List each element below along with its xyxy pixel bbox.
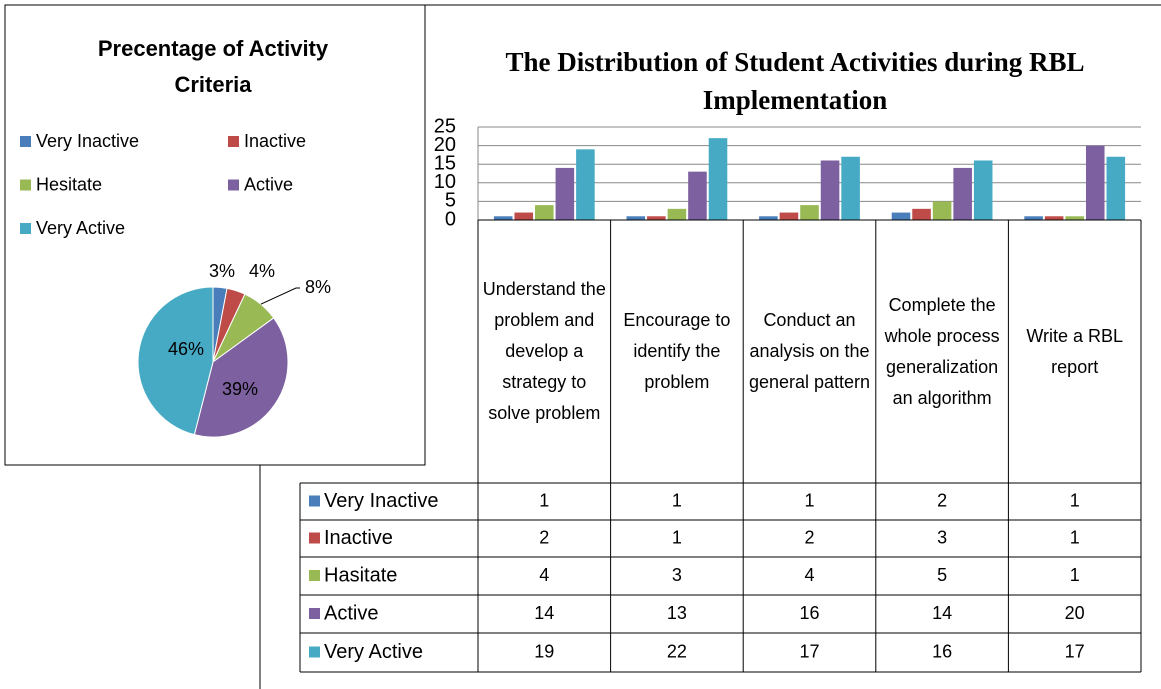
pie-label: 4% [249,261,275,281]
y-tick-label: 5 [445,190,456,212]
legend-swatch [228,179,239,191]
table-value: 2 [539,527,549,547]
table-value: 17 [1065,641,1085,661]
table-value: 22 [667,641,687,661]
bar [493,216,513,220]
table-value: 16 [799,603,819,623]
bar [779,212,799,220]
table-value: 3 [672,565,682,585]
pie-label: 8% [305,277,331,297]
y-tick-label: 0 [445,208,456,230]
category-cell: Conduct an analysis on the general patte… [748,310,871,392]
bar [555,167,575,220]
table-value: 3 [937,527,947,547]
table-value: 16 [932,641,952,661]
bar [1044,216,1064,220]
bar-title: The Distribution of Student Activities d… [505,47,1084,115]
x-tick-label: Conduct an analysis on the general patte… [748,310,871,392]
legend-swatch [228,136,239,147]
bar [932,201,952,220]
table-value: 1 [1070,490,1080,510]
bar [576,149,595,220]
bar [626,216,646,220]
legend-label: Very Inactive [36,131,139,151]
legend-swatch [309,608,320,619]
bar [708,138,728,220]
table-value: 2 [804,527,814,547]
table-value: 1 [1070,565,1080,585]
y-tick-label: 20 [434,134,456,156]
table-value: 2 [937,490,947,510]
x-tick-label: Encourage to identify the problem [623,310,731,392]
bar [1106,156,1126,220]
legend-label: Active [244,174,293,194]
category-cell: Write a RBL report [1026,325,1124,377]
table-value: 19 [534,641,554,661]
legend-swatch [309,570,320,581]
table-value: 1 [672,527,682,547]
y-tick-label: 10 [434,171,456,193]
category-cell: Encourage to identify the problem [623,310,731,392]
legend-swatch [309,646,320,658]
legend-swatch [20,136,31,147]
legend-label: Active [324,602,378,624]
pie-label: 3% [209,261,235,281]
bar [647,216,666,220]
bar [891,212,911,220]
bar [820,160,840,220]
table-value: 4 [539,565,549,585]
bar [688,171,707,220]
legend-swatch [309,532,320,544]
bar [841,156,860,220]
bar [953,167,972,220]
bar [800,205,819,220]
pie-slice [193,317,289,438]
pie-title: Precentage of Activity Criteria [98,36,329,97]
legend-swatch [309,495,320,507]
table-value: 14 [932,603,952,623]
bar [1085,145,1105,220]
legend-swatch [20,179,31,191]
bar [667,208,687,220]
y-tick-label: 15 [434,152,456,174]
legend-label: Hesitate [36,174,102,194]
pie-label: 46% [168,339,204,359]
legend-label: Hasitate [324,564,397,586]
bar [535,205,554,220]
table-value: 4 [804,565,814,585]
legend-label: Inactive [324,527,393,549]
legend-label: Inactive [244,131,306,151]
legend-label: Very Inactive [324,490,439,512]
y-tick-label: 25 [434,115,456,137]
pie-slice [137,286,214,436]
legend-label: Very Active [36,218,125,238]
bar [514,212,534,220]
leader-line [260,287,300,305]
pie-label: 39% [222,379,258,399]
x-tick-label: Complete the whole process generalizatio… [884,294,1000,408]
table-value: 20 [1065,603,1085,623]
bar [759,216,778,220]
bar [912,208,931,220]
table-value: 1 [1070,527,1080,547]
bar [1065,216,1084,220]
table-value: 14 [534,603,554,623]
category-cell: Complete the whole process generalizatio… [884,294,1000,408]
legend-label: Very Active [324,641,423,663]
table-value: 1 [672,490,682,510]
table-value: 1 [804,490,814,510]
bar [1024,216,1043,220]
table-value: 17 [799,641,819,661]
bar [973,160,993,220]
table-value: 13 [667,603,687,623]
legend-swatch [20,223,31,234]
x-tick-label: Write a RBL report [1026,325,1124,377]
table-value: 1 [539,490,549,510]
category-cell: Understand the problem and develop a str… [482,279,606,423]
x-tick-label: Understand the problem and develop a str… [482,279,606,423]
table-value: 5 [937,565,947,585]
